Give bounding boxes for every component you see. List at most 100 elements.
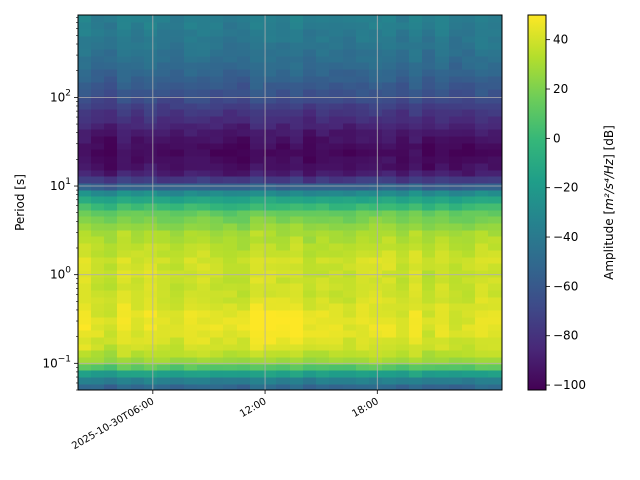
heatmap-cell [223, 202, 238, 211]
heatmap-cell [449, 169, 464, 177]
heatmap-cell [303, 316, 318, 325]
heatmap-cell [409, 88, 424, 97]
heatmap-cell [356, 249, 371, 258]
heatmap-cell [170, 115, 185, 124]
heatmap-cell [197, 28, 212, 37]
heatmap-cell [263, 215, 278, 224]
heatmap-cell [290, 48, 305, 57]
heatmap-cell [396, 148, 411, 157]
heatmap-cell [329, 229, 344, 237]
heatmap-cell [157, 122, 172, 130]
heatmap-cell [276, 155, 291, 164]
heatmap-cell [170, 276, 185, 284]
heatmap-cell [197, 202, 212, 211]
heatmap-cell [131, 349, 146, 358]
heatmap-cell [462, 235, 477, 244]
heatmap-cell [223, 369, 238, 378]
heatmap-cell [422, 202, 437, 211]
heatmap-cell [157, 142, 172, 150]
heatmap-cell [184, 48, 199, 57]
heatmap-cell [237, 15, 252, 23]
heatmap-cell [369, 95, 384, 104]
heatmap-cell [197, 296, 212, 304]
heatmap-cell [210, 269, 225, 278]
heatmap-cell [184, 41, 199, 50]
heatmap-cell [422, 28, 437, 37]
heatmap-cell [356, 128, 371, 137]
heatmap-cell [422, 155, 437, 164]
heatmap-cell [409, 262, 424, 271]
heatmap-cell [316, 75, 331, 83]
heatmap-cell [170, 28, 185, 37]
heatmap-cell [223, 21, 238, 30]
heatmap-cell [435, 289, 450, 298]
heatmap-cell [422, 162, 437, 171]
heatmap-cell [316, 15, 331, 23]
heatmap-cell [409, 162, 424, 171]
heatmap-cell [396, 28, 411, 37]
heatmap-cell [435, 376, 450, 385]
heatmap-cell [369, 249, 384, 258]
heatmap-cell [409, 128, 424, 137]
heatmap-cell [396, 349, 411, 358]
heatmap-cell [475, 289, 490, 298]
heatmap-cell [157, 35, 172, 43]
heatmap-cell [409, 209, 424, 217]
heatmap-cell [382, 235, 397, 244]
heatmap-cell [184, 75, 199, 83]
heatmap-cell [475, 242, 490, 251]
heatmap-cell [316, 376, 331, 385]
heatmap-cell [396, 329, 411, 338]
heatmap-cell [449, 323, 464, 331]
heatmap-cell [303, 88, 318, 97]
heatmap-cell [144, 349, 159, 358]
heatmap-cell [462, 376, 477, 385]
heatmap-cell [449, 28, 464, 37]
heatmap-cell [170, 369, 185, 378]
heatmap-cell [488, 323, 503, 331]
heatmap-cell [369, 363, 384, 371]
heatmap-cell [396, 142, 411, 150]
heatmap-cell [435, 235, 450, 244]
heatmap-cell [329, 28, 344, 37]
heatmap-cell [409, 55, 424, 63]
heatmap-cell [184, 35, 199, 43]
heatmap-cell [343, 215, 358, 224]
heatmap-cell [117, 222, 132, 231]
heatmap-cell [488, 316, 503, 325]
heatmap-cell [488, 276, 503, 284]
heatmap-cell [184, 256, 199, 264]
heatmap-cell [263, 369, 278, 378]
heatmap-cell [488, 249, 503, 258]
heatmap-cell [488, 189, 503, 197]
heatmap-cell [475, 276, 490, 284]
heatmap-cell [131, 289, 146, 298]
heatmap-cell [409, 289, 424, 298]
heatmap-cell [290, 81, 305, 90]
heatmap-cell [250, 242, 265, 251]
heatmap-cell [223, 135, 238, 144]
heatmap-cell [343, 35, 358, 43]
heatmap-cell [144, 323, 159, 331]
heatmap-cell [382, 363, 397, 371]
heatmap-cell [356, 108, 371, 117]
heatmap-cell [210, 21, 225, 30]
heatmap-cell [78, 128, 93, 137]
heatmap-cell [184, 369, 199, 378]
heatmap-cell [250, 61, 265, 70]
heatmap-cell [276, 102, 291, 110]
heatmap-cell [144, 262, 159, 271]
heatmap-cell [237, 329, 252, 338]
heatmap-cell [369, 242, 384, 251]
heatmap-cell [409, 369, 424, 378]
heatmap-cell [488, 242, 503, 251]
heatmap-cell [157, 356, 172, 365]
heatmap-cell [117, 75, 132, 83]
heatmap-cell [157, 75, 172, 83]
heatmap-cell [462, 169, 477, 177]
heatmap-cell [290, 289, 305, 298]
heatmap-cell [382, 349, 397, 358]
heatmap-cell [78, 215, 93, 224]
heatmap-cell [237, 209, 252, 217]
